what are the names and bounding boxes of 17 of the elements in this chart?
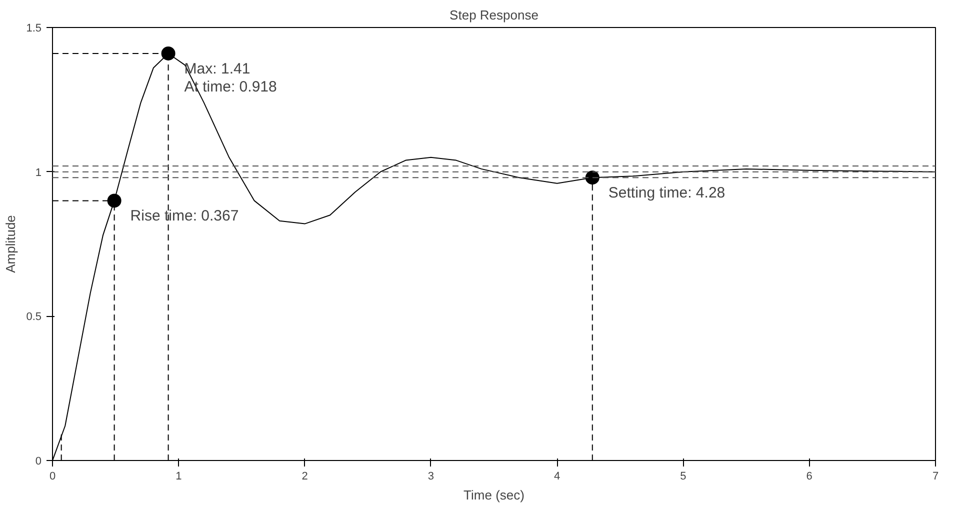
- x-tick-label: 1: [176, 470, 182, 482]
- x-tick-label: 5: [680, 470, 686, 482]
- y-tick-label: 1: [35, 166, 42, 179]
- annotation: Setting time: 4.28: [608, 184, 726, 202]
- x-tick-label: 3: [428, 470, 434, 482]
- x-axis-title: Time (sec): [464, 488, 524, 502]
- x-tick-label: 6: [806, 470, 812, 482]
- chart-title: Step Response: [450, 8, 538, 22]
- x-tick-label: 4: [554, 470, 560, 482]
- y-tick-label: 1.5: [26, 22, 42, 34]
- x-tick-label: 7: [932, 470, 939, 482]
- y-axis-title: Amplitude: [3, 215, 18, 273]
- y-tick-label: 0.5: [26, 311, 42, 324]
- y-tick-label: 0: [35, 456, 42, 468]
- x-tick-label: 2: [302, 470, 308, 482]
- annotation: Rise time: 0.367: [130, 208, 239, 225]
- x-tick-label: 0: [49, 470, 56, 482]
